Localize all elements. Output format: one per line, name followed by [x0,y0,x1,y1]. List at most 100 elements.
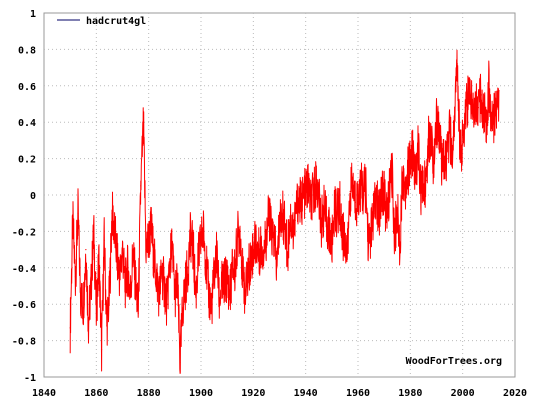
data-point [407,172,409,174]
data-point [74,276,76,278]
data-point [420,194,422,196]
data-point [265,234,268,236]
data-point [192,249,194,251]
data-point [121,249,124,251]
data-point [278,221,281,223]
data-point [116,258,118,260]
data-point [169,263,171,265]
x-tick-label: 1940 [294,388,318,399]
data-point [273,239,275,242]
data-point [213,276,215,278]
data-point [346,252,349,254]
data-point [90,285,92,287]
y-tick-label: 0.6 [18,82,36,93]
data-point [210,307,213,309]
data-point [448,130,451,132]
data-point [203,230,205,232]
data-point [182,307,184,309]
data-point [226,276,228,278]
data-point [378,216,380,218]
data-point [490,121,493,123]
data-point [100,349,103,351]
data-point [247,270,249,273]
data-point [422,185,425,187]
data-point [286,254,288,256]
data-point [98,258,100,260]
data-point [375,198,377,200]
data-point [77,212,79,214]
data-point [80,294,82,296]
data-point [312,194,315,196]
data-point [310,203,312,205]
y-axis-ticks: 1 0.8 0.6 0.4 0.2 0 -0.2 -0.4 -0.6 -0.8 -1 [12,9,36,384]
data-point [189,234,192,236]
data-point [184,285,186,287]
data-point [95,312,97,314]
data-point [140,185,142,187]
credit-text: WoodForTrees.org [406,356,502,367]
data-point [158,294,160,296]
data-point [344,238,346,240]
data-point [373,212,375,214]
data-point [370,230,372,232]
y-tick-label: 0 [30,191,36,202]
data-point [231,267,233,269]
data-point [119,276,121,278]
y-tick-label: 0.4 [18,118,36,129]
data-point [477,107,479,109]
x-tick-label: 2020 [503,388,527,399]
y-tick-label: -0.6 [12,300,36,311]
data-point [354,201,356,203]
data-point [435,121,438,123]
data-point [456,63,459,65]
data-point [153,258,155,260]
data-point [367,245,370,247]
data-point [496,103,498,105]
data-point [106,325,108,327]
data-point [360,185,362,187]
data-point [255,239,257,242]
data-point [483,112,485,114]
series-line-hadcrut4gl [69,49,500,374]
data-point [263,249,265,251]
data-point [451,158,453,160]
data-point [365,187,367,189]
data-point [268,212,270,214]
data-point [320,221,322,223]
x-tick-label: 1860 [84,388,108,399]
data-point [438,125,440,127]
data-point [271,234,273,236]
data-point [239,230,241,232]
data-point [166,303,168,305]
y-tick-label: 0.8 [18,45,36,56]
data-point [72,221,74,223]
x-tick-label: 1840 [32,388,56,399]
data-point [409,161,411,163]
data-point [284,223,286,225]
data-point [417,143,419,145]
data-point [208,294,210,296]
data-point [380,185,383,187]
data-point [443,161,445,163]
data-point [383,194,385,196]
data-point [171,245,173,247]
data-point [148,239,150,242]
data-point [187,267,189,269]
data-point [260,245,262,247]
data-point [485,121,487,123]
y-tick-label: -0.4 [12,264,36,275]
legend: hadcrut4gl [57,16,146,27]
data-point [197,258,199,260]
data-point [331,245,333,247]
data-point [237,234,239,236]
data-point [493,117,495,120]
data-point [394,234,396,236]
data-point [289,216,291,218]
y-tick-label: -0.2 [12,227,36,238]
data-point [328,230,330,232]
x-tick-label: 1980 [398,388,422,399]
data-point [205,263,207,265]
data-point [357,198,359,200]
data-point [469,94,472,96]
data-point [150,227,152,229]
